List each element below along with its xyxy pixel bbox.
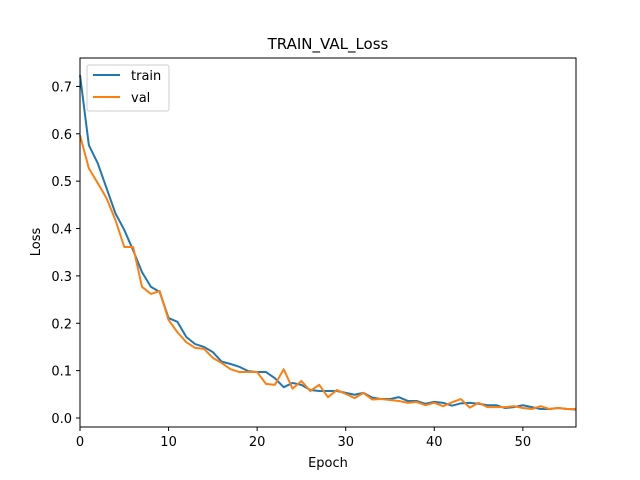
y-tick-label: 0.5 <box>51 175 72 190</box>
x-axis-label: Epoch <box>308 456 348 471</box>
plot-area <box>79 57 577 428</box>
y-tick-label: 0.3 <box>51 270 72 285</box>
legend-label-val: val <box>131 91 150 106</box>
y-tick-label: 0.1 <box>51 365 72 380</box>
x-tick-label: 50 <box>515 435 532 450</box>
x-tick-label: 40 <box>426 435 443 450</box>
x-tick-label: 20 <box>249 435 266 450</box>
series-layer <box>79 74 577 411</box>
y-tick-label: 0.2 <box>51 317 72 332</box>
axes-frame <box>79 57 577 428</box>
chart-title: TRAIN_VAL_Loss <box>267 35 389 54</box>
x-axis-ticks: 0 10 20 30 40 50 <box>76 427 531 450</box>
series-line-val <box>79 134 576 410</box>
legend: train val <box>86 64 170 112</box>
x-tick-label: 30 <box>337 435 354 450</box>
x-tick-label: 10 <box>160 435 177 450</box>
legend-label-train: train <box>131 69 161 84</box>
y-tick-label: 0.6 <box>51 128 72 143</box>
y-tick-label: 0.4 <box>51 223 72 238</box>
y-tick-label: 0.7 <box>51 80 72 95</box>
y-axis-label: Loss <box>29 228 44 257</box>
y-tick-label: 0.0 <box>51 412 72 427</box>
legend-box <box>86 64 170 112</box>
y-axis-ticks: 0.0 0.1 0.2 0.3 0.4 0.5 0.6 0.7 <box>51 80 80 427</box>
x-tick-label: 0 <box>76 435 84 450</box>
